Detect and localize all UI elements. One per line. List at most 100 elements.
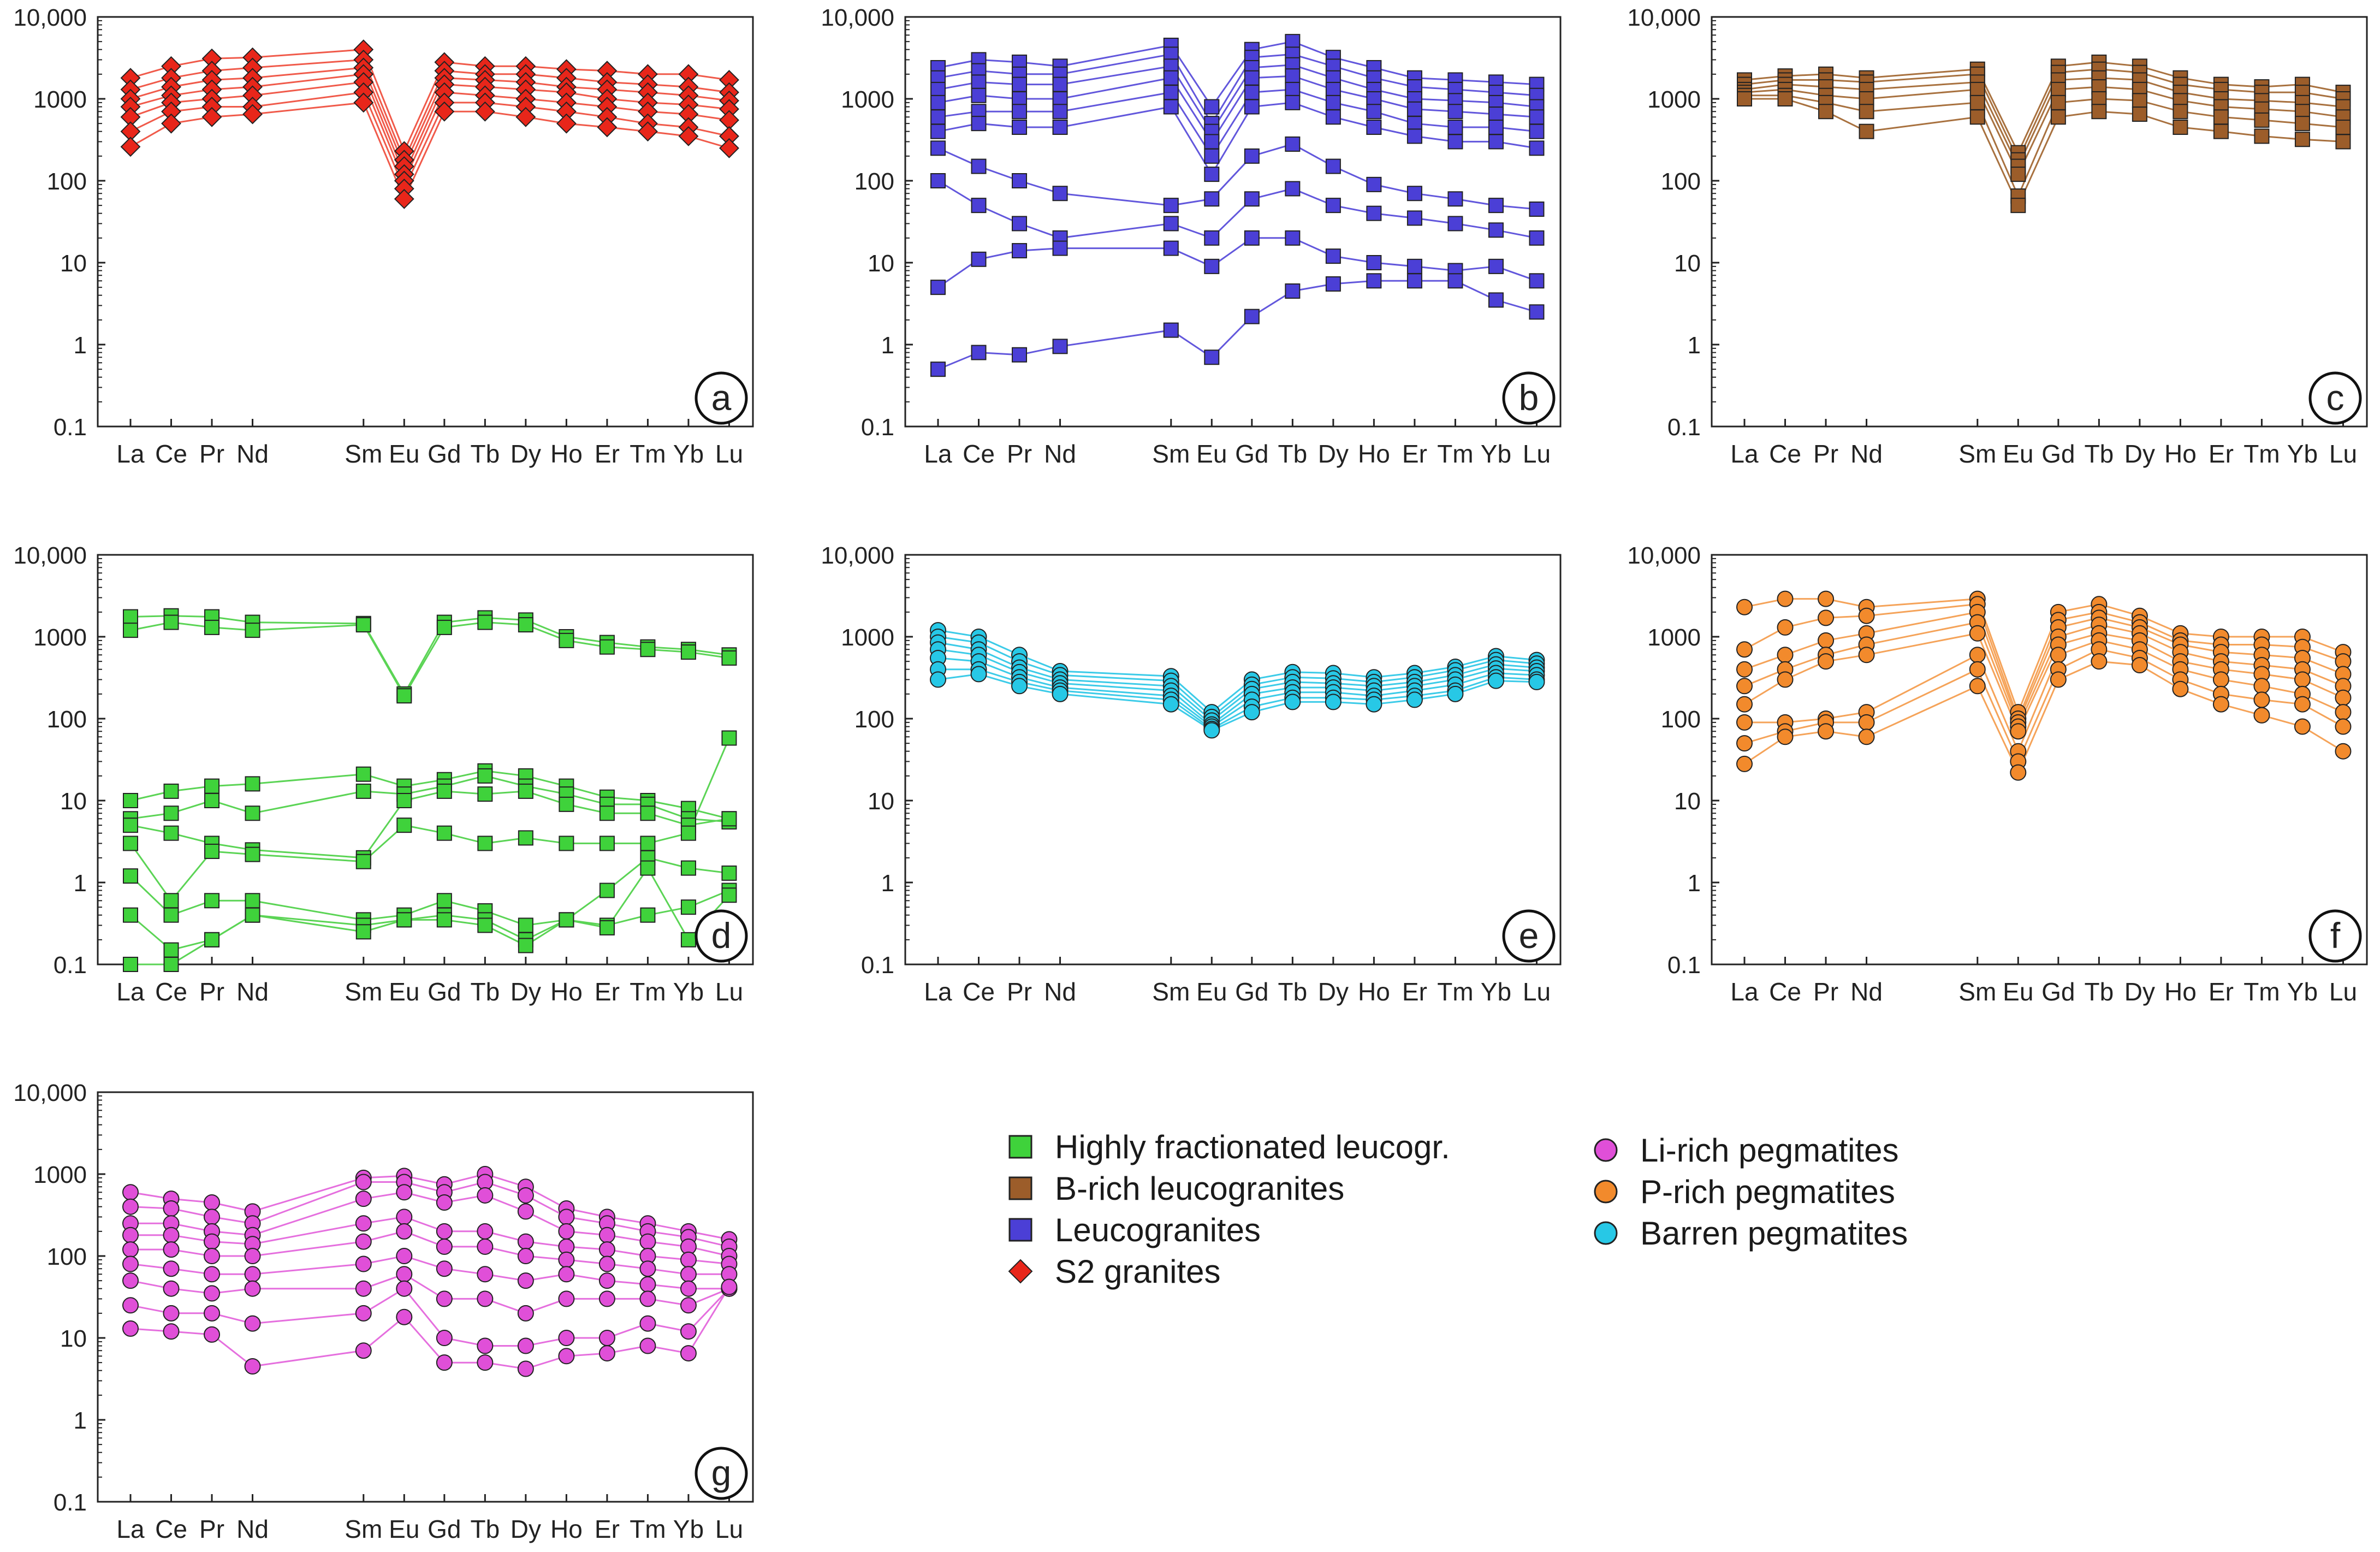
x-tick-label-tb: Tb — [471, 1515, 500, 1543]
data-point — [1969, 647, 1986, 664]
data-point — [1529, 109, 1545, 125]
data-point — [1366, 176, 1382, 192]
data-point — [1012, 173, 1028, 188]
data-point — [599, 882, 615, 898]
data-point — [1163, 99, 1179, 115]
data-point — [1203, 722, 1220, 739]
data-point — [1447, 685, 1464, 702]
data-point — [1447, 134, 1463, 150]
data-point — [1447, 191, 1463, 207]
panel-badge — [695, 909, 748, 963]
y-tick-label: 1000 — [33, 624, 87, 651]
data-point — [680, 825, 696, 841]
data-point — [559, 796, 574, 812]
x-tick-label-tb: Tb — [2085, 978, 2114, 1006]
data-point — [434, 101, 455, 122]
data-point — [474, 101, 495, 122]
data-point — [2253, 707, 2270, 724]
data-point — [163, 893, 179, 909]
data-point — [1285, 81, 1301, 97]
data-point — [2335, 689, 2352, 706]
data-point — [245, 776, 260, 792]
x-tick-label-ho: Ho — [550, 978, 583, 1006]
x-tick-label-ce: Ce — [155, 978, 187, 1006]
data-point — [1012, 347, 1028, 363]
data-point — [161, 113, 181, 134]
data-point — [1406, 186, 1422, 202]
x-tick-label-eu: Eu — [1196, 440, 1227, 468]
data-point — [598, 1227, 615, 1243]
y-tick-label: 1000 — [841, 624, 894, 651]
data-point — [436, 783, 452, 799]
data-point — [517, 1203, 534, 1220]
data-point — [680, 1266, 697, 1283]
legend-label: Barren pegmatites — [1640, 1215, 1908, 1252]
data-point — [2294, 132, 2310, 147]
data-point — [518, 783, 533, 799]
data-point — [2254, 112, 2270, 128]
data-point — [1244, 230, 1260, 246]
x-tick-label-yb: Yb — [1481, 440, 1511, 468]
data-point — [1406, 258, 1422, 274]
y-tick-label: 1000 — [33, 1162, 87, 1188]
x-tick-label-yb: Yb — [673, 978, 704, 1006]
data-point — [245, 907, 260, 923]
data-point — [1325, 198, 1341, 214]
data-point — [163, 825, 179, 841]
legend-item-li-rich-pegmatites: Li-rich pegmatites — [1593, 1129, 1899, 1171]
data-point — [558, 1330, 575, 1346]
data-point — [1285, 283, 1301, 299]
data-point — [1777, 728, 1794, 745]
data-point — [640, 907, 656, 923]
data-point — [640, 836, 656, 851]
chart-panel-c: 0.1 1 10 100 1000 10,000 La Ce Pr Nd Sm Eu Gd Tb Dy Ho E… — [1627, 4, 2368, 468]
data-point — [1406, 273, 1422, 289]
data-point — [477, 1337, 494, 1354]
data-point — [1204, 191, 1220, 207]
plot-frame — [904, 554, 1562, 965]
data-point — [518, 938, 533, 953]
data-point — [1163, 70, 1179, 86]
data-point — [2335, 134, 2351, 150]
data-point — [436, 1260, 453, 1277]
x-tick-label-pr: Pr — [1007, 978, 1032, 1006]
chart-panel-a: 0.1 1 10 100 1000 10,000 La Ce Pr Nd Sm Eu Gd Tb Dy Ho E… — [13, 4, 754, 468]
x-tick-label-pr: Pr — [1813, 978, 1838, 1006]
x-tick-label-lu: Lu — [1523, 978, 1551, 1006]
x-tick-label-la: La — [1730, 440, 1759, 468]
data-point — [1447, 216, 1463, 232]
data-point — [1736, 641, 1753, 658]
data-point — [204, 778, 220, 794]
data-point — [355, 924, 371, 940]
data-point — [1204, 99, 1220, 115]
data-point — [436, 1354, 453, 1371]
data-point — [122, 1255, 139, 1272]
data-point — [517, 1360, 534, 1377]
data-point — [517, 1272, 534, 1289]
data-point — [1285, 136, 1301, 152]
data-point — [930, 362, 946, 377]
data-point — [1488, 120, 1504, 135]
data-point — [477, 1266, 494, 1283]
series-markers — [930, 622, 1545, 739]
data-point — [477, 1290, 494, 1307]
legend-label: P-rich pegmatites — [1640, 1173, 1895, 1210]
data-point — [1406, 116, 1422, 132]
data-point — [1325, 248, 1341, 264]
data-point — [163, 783, 179, 799]
x-tick-label-nd: Nd — [1850, 978, 1883, 1006]
x-tick-label-pr: Pr — [199, 1515, 224, 1543]
data-point — [204, 893, 220, 909]
data-point — [1012, 76, 1028, 92]
data-point — [1818, 609, 1835, 626]
data-point — [1488, 106, 1504, 122]
data-point — [971, 198, 987, 214]
x-tick-label-dy: Dy — [511, 440, 541, 468]
data-point — [2010, 764, 2027, 781]
data-point — [1406, 691, 1423, 708]
data-point — [396, 688, 412, 704]
x-tick-label-ho: Ho — [550, 1515, 583, 1543]
y-tick-label: 100 — [47, 706, 87, 733]
data-point — [2010, 723, 2027, 740]
x-tick-label-tm: Tm — [2244, 440, 2280, 468]
